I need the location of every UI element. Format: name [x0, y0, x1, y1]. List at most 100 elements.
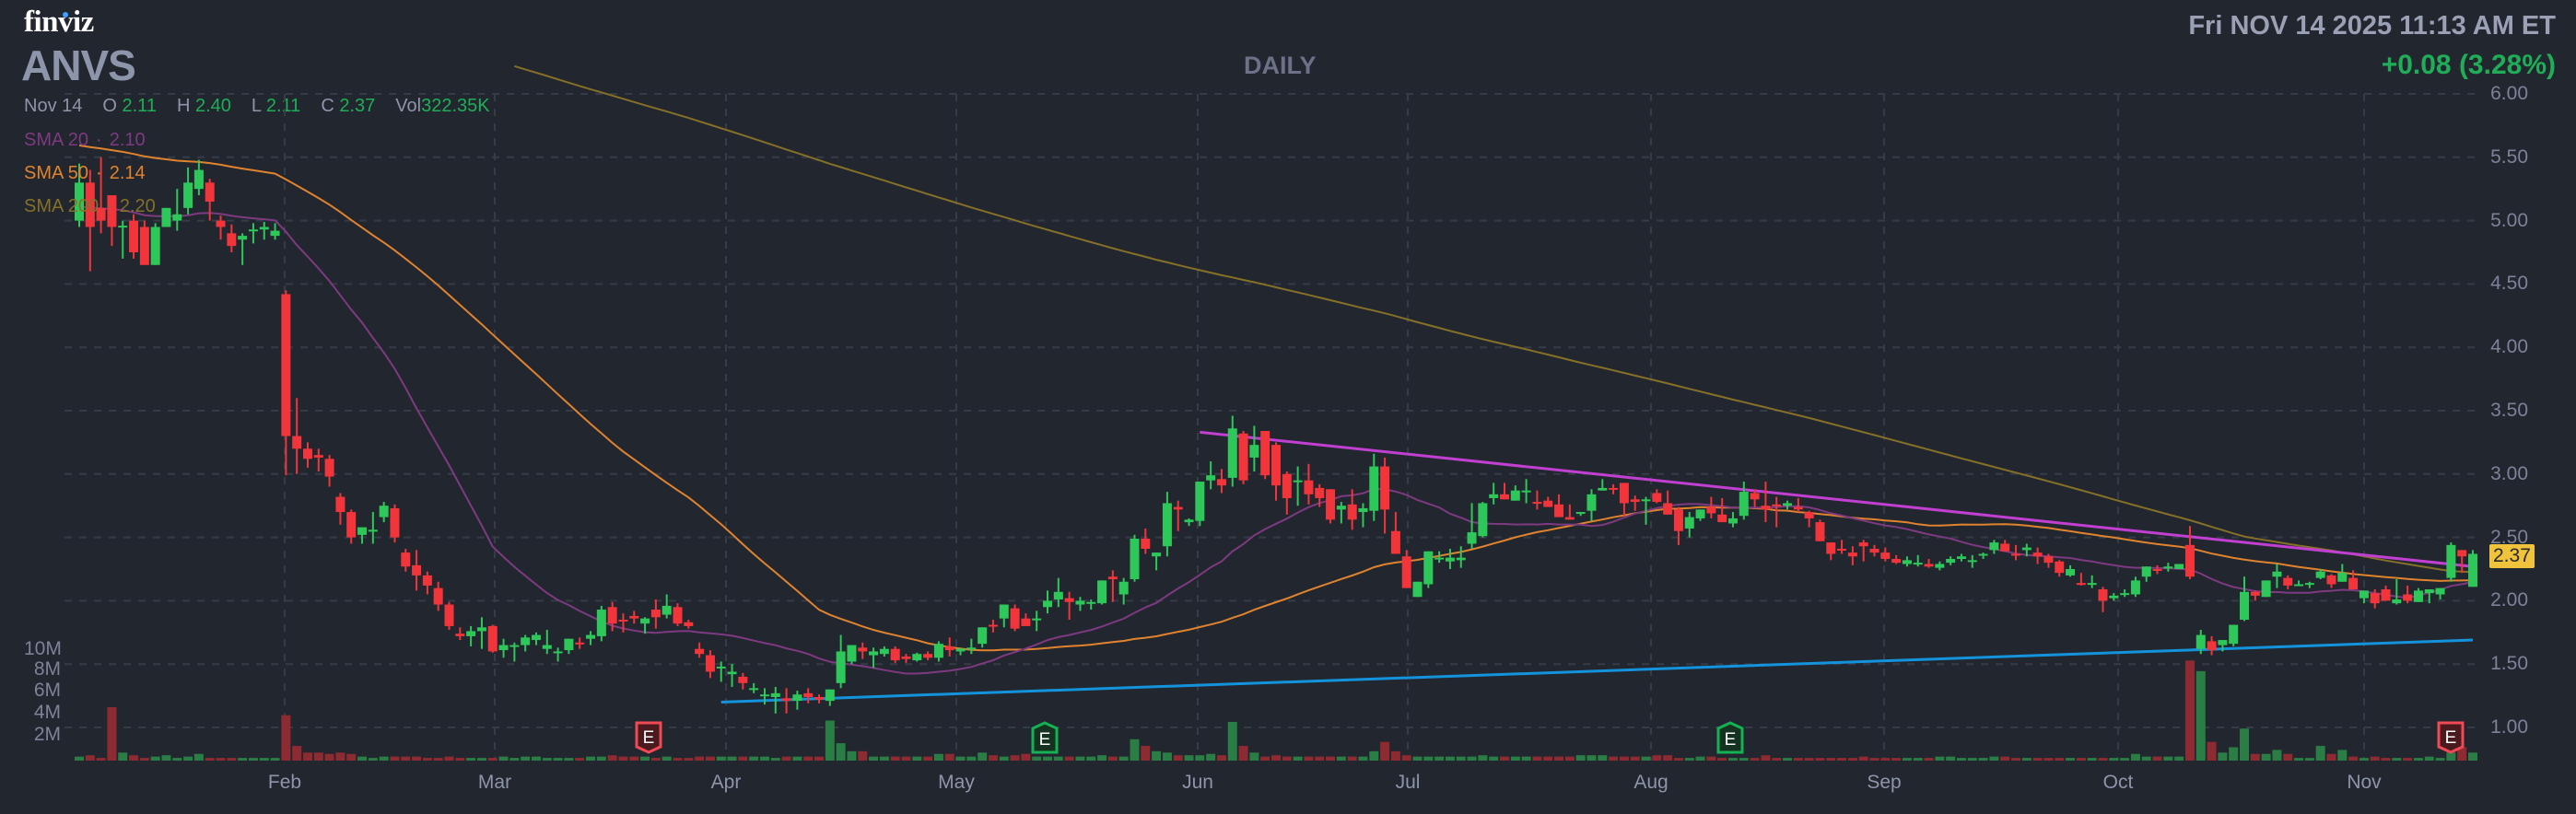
candle-down[interactable] [2403, 594, 2413, 601]
candle-down[interactable] [433, 587, 443, 605]
candle-up[interactable] [662, 605, 672, 615]
candle-down[interactable] [2055, 561, 2065, 574]
candle-up[interactable] [792, 694, 802, 702]
candle-up[interactable] [2337, 573, 2348, 582]
candle-up[interactable] [193, 169, 204, 190]
candle-up[interactable] [933, 644, 943, 658]
candle-up[interactable] [2021, 547, 2032, 551]
candle-up[interactable] [2413, 590, 2423, 602]
candle-up[interactable] [118, 226, 128, 228]
candle-down[interactable] [1326, 489, 1336, 520]
candle-down[interactable] [2032, 552, 2043, 557]
candle-up[interactable] [1575, 512, 1586, 515]
candle-up[interactable] [1456, 557, 1466, 561]
candle-up[interactable] [869, 651, 879, 656]
candle-up[interactable] [2195, 634, 2206, 649]
candle-down[interactable] [302, 448, 312, 459]
candle-down[interactable] [607, 607, 617, 624]
support-trendline[interactable] [720, 638, 2474, 704]
candle-down[interactable] [281, 294, 291, 436]
candle-up[interactable] [2304, 583, 2314, 586]
candle-down[interactable] [1761, 506, 1771, 510]
candle-up[interactable] [521, 637, 531, 645]
candle-down[interactable] [487, 625, 498, 652]
candle-down[interactable] [705, 655, 715, 672]
candle-down[interactable] [1673, 509, 1683, 531]
candle-down[interactable] [629, 615, 639, 619]
candle-down[interactable] [684, 622, 694, 626]
candle-down[interactable] [1238, 433, 1248, 481]
candle-up[interactable] [999, 604, 1009, 619]
candle-up[interactable] [1369, 466, 1379, 511]
candle-up[interactable] [1641, 499, 1651, 502]
candle-up[interactable] [1358, 507, 1368, 513]
candle-down[interactable] [412, 564, 422, 576]
candle-up[interactable] [2174, 564, 2184, 569]
candle-up[interactable] [1032, 618, 1042, 621]
candle-up[interactable] [553, 651, 563, 654]
candle-down[interactable] [1010, 608, 1020, 629]
candle-down[interactable] [1750, 493, 1760, 500]
candle-down[interactable] [2011, 553, 2021, 556]
candle-up[interactable] [1727, 517, 1738, 524]
candle-down[interactable] [803, 692, 814, 697]
candle-up[interactable] [1162, 503, 1172, 547]
candle-up[interactable] [1206, 475, 1216, 481]
candle-up[interactable] [1249, 445, 1259, 458]
candle-down[interactable] [1815, 522, 1825, 541]
candle-down[interactable] [1543, 500, 1553, 507]
candle-down[interactable] [2043, 556, 2054, 564]
candle-down[interactable] [1772, 504, 1782, 506]
candle-up[interactable] [2359, 590, 2369, 599]
candle-up[interactable] [966, 647, 977, 650]
candle-down[interactable] [324, 459, 334, 477]
candle-up[interactable] [1478, 503, 1488, 537]
candle-up[interactable] [2163, 566, 2173, 569]
candle-down[interactable] [1804, 512, 1814, 518]
candle-up[interactable] [531, 634, 541, 641]
candle-down[interactable] [2152, 569, 2162, 571]
earnings-beat-icon[interactable]: E [1716, 721, 1744, 754]
candle-down[interactable] [2326, 575, 2336, 585]
candle-down[interactable] [2000, 543, 2010, 552]
candle-down[interactable] [292, 436, 302, 449]
candle-up[interactable] [2120, 593, 2130, 596]
candle-up[interactable] [2315, 571, 2325, 578]
candle-up[interactable] [1184, 519, 1194, 523]
candle-up[interactable] [259, 227, 269, 230]
candle-up[interactable] [2229, 624, 2239, 645]
candle-down[interactable] [1847, 552, 1857, 557]
candle-down[interactable] [2370, 593, 2380, 604]
candle-up[interactable] [2446, 544, 2456, 578]
candle-down[interactable] [2457, 550, 2467, 557]
candle-down[interactable] [738, 676, 748, 683]
candle-up[interactable] [1489, 494, 1499, 498]
candle-down[interactable] [901, 656, 911, 659]
candle-down[interactable] [85, 182, 95, 227]
candle-up[interactable] [879, 648, 889, 655]
candle-up[interactable] [1227, 428, 1237, 478]
candle-down[interactable] [1706, 506, 1716, 514]
candle-up[interactable] [509, 645, 520, 647]
candle-down[interactable] [205, 182, 215, 202]
candle-down[interactable] [858, 647, 868, 652]
candle-down[interactable] [346, 512, 357, 538]
candle-up[interactable] [759, 694, 769, 697]
candle-down[interactable] [2283, 577, 2293, 586]
candle-down[interactable] [814, 696, 825, 700]
candle-down[interactable] [1880, 552, 1891, 559]
candle-down[interactable] [1064, 598, 1074, 602]
candle-down[interactable] [1107, 576, 1118, 580]
candle-down[interactable] [107, 195, 117, 227]
candle-up[interactable] [770, 692, 780, 697]
candle-up[interactable] [1956, 556, 1966, 559]
candle-up[interactable] [2294, 584, 2304, 587]
candle-up[interactable] [640, 618, 650, 624]
candle-down[interactable] [2076, 583, 2086, 586]
candle-down[interactable] [890, 648, 900, 661]
candle-up[interactable] [75, 182, 84, 221]
candle-up[interactable] [1587, 494, 1597, 511]
candle-down[interactable] [673, 607, 683, 624]
candle-down[interactable] [2381, 589, 2391, 601]
